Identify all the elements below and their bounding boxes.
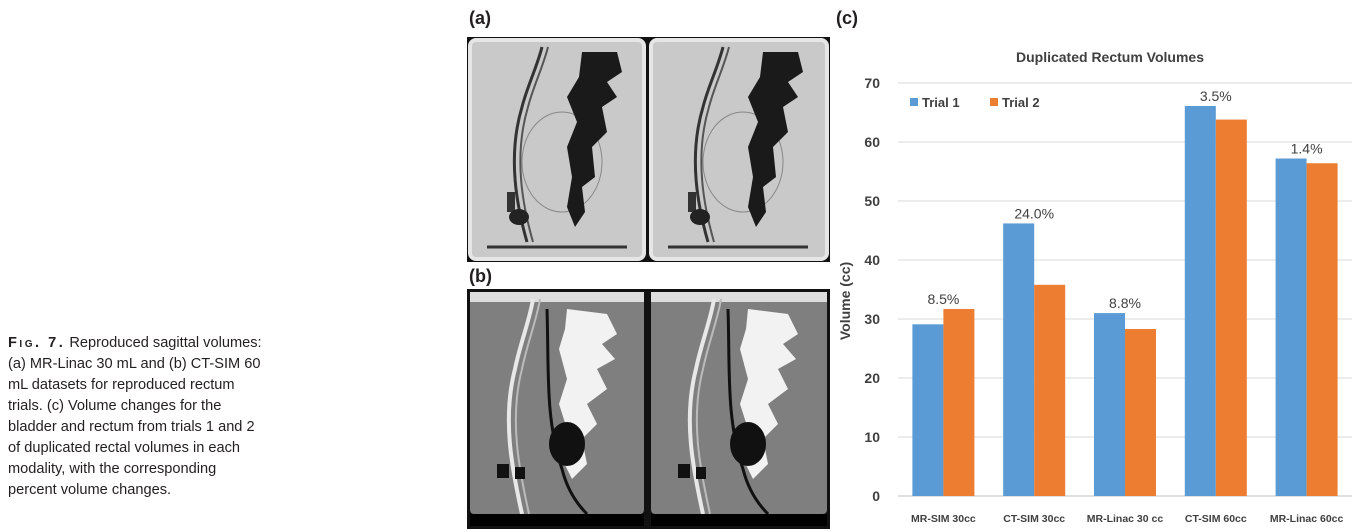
bars <box>912 106 1338 497</box>
x-tick-label: CT-SIM 60cc <box>1185 513 1247 525</box>
y-tick-label: 0 <box>872 488 880 504</box>
bar-2 <box>1034 284 1066 496</box>
bar-1 <box>1094 313 1125 496</box>
bar-1 <box>912 324 944 496</box>
y-axis-label: Volume (cc) <box>837 262 853 340</box>
panel-c-label: (c) <box>836 8 858 28</box>
bar-1 <box>1184 106 1216 496</box>
legend-label: Trial 1 <box>922 95 960 110</box>
bar-chart: Duplicated Rectum Volumes Volume (cc) 0 1… <box>837 49 1352 525</box>
caption-text: Reproduced sagittal volumes: (a) MR-Lina… <box>8 335 262 498</box>
x-tick-label: CT-SIM 30cc <box>1003 513 1065 525</box>
percent-annotation: 24.0% <box>1014 205 1054 221</box>
bar-2 <box>1125 329 1156 496</box>
x-tick-label: MR-Linac 60cc <box>1270 513 1344 525</box>
panel-a-label: (a) <box>469 8 491 28</box>
panel-b-label: (b) <box>469 266 492 286</box>
y-tick-label: 70 <box>864 75 880 91</box>
bar-1 <box>1003 223 1035 497</box>
legend: Trial 1 Trial 2 <box>910 95 1040 110</box>
y-tick-label: 50 <box>864 193 880 209</box>
y-tick-label: 60 <box>864 134 880 150</box>
mr-scan-image-pair <box>467 37 830 262</box>
figure-label: Fig. 7. <box>8 335 66 351</box>
bar-2 <box>1215 119 1247 496</box>
mr-scan-left <box>468 38 646 261</box>
legend-label: Trial 2 <box>1002 95 1040 110</box>
bar-1 <box>1275 158 1307 496</box>
y-tick-labels: 0 10 20 30 40 50 60 70 <box>864 75 880 504</box>
percent-annotation: 8.5% <box>927 291 959 307</box>
x-tick-labels: MR-SIM 30cc CT-SIM 30cc MR-Linac 30 cc CT-S… <box>911 513 1344 525</box>
y-tick-label: 10 <box>864 429 880 445</box>
chart-title: Duplicated Rectum Volumes <box>1016 49 1204 65</box>
percent-annotation: 3.5% <box>1200 88 1232 104</box>
x-tick-label: MR-SIM 30cc <box>911 513 976 525</box>
ct-scan-image-pair <box>467 289 830 529</box>
x-tick-label: MR-Linac 30 cc <box>1087 513 1164 525</box>
y-tick-label: 20 <box>864 370 880 386</box>
bar-2 <box>1306 163 1338 496</box>
legend-swatch <box>990 98 998 106</box>
legend-swatch <box>910 98 918 106</box>
percent-annotation: 8.8% <box>1109 295 1141 311</box>
y-tick-label: 30 <box>864 311 880 327</box>
percent-annotation: 1.4% <box>1291 141 1323 157</box>
percent-annotations: 8.5% 24.0% 8.8% 3.5% 1.4% <box>927 88 1322 311</box>
mr-scan-right <box>649 38 829 261</box>
ct-scan-right <box>651 292 827 526</box>
figure-caption: Fig. 7. Reproduced sagittal volumes: (a)… <box>8 333 266 501</box>
bar-2 <box>943 308 975 496</box>
y-tick-label: 40 <box>864 252 880 268</box>
ct-scan-left <box>470 292 644 526</box>
